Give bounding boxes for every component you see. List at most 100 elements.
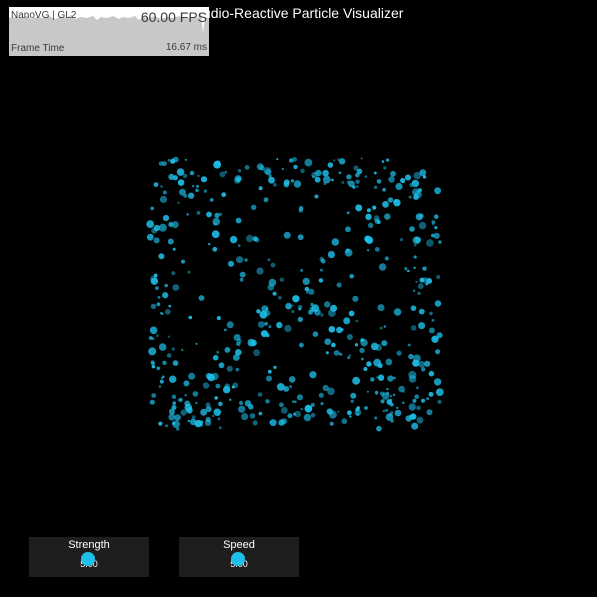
particle bbox=[215, 160, 221, 165]
particle bbox=[184, 158, 187, 161]
particle bbox=[181, 348, 184, 352]
particle bbox=[165, 309, 171, 315]
speed-slider-knob[interactable] bbox=[231, 552, 245, 566]
particle bbox=[422, 175, 427, 179]
particle bbox=[221, 192, 227, 198]
particle bbox=[325, 351, 329, 355]
particle bbox=[407, 269, 410, 273]
particle bbox=[426, 397, 430, 401]
particle bbox=[158, 385, 162, 388]
particle bbox=[253, 349, 260, 357]
particle bbox=[157, 296, 161, 299]
particle bbox=[171, 405, 177, 410]
particle bbox=[431, 319, 435, 322]
particle bbox=[348, 180, 355, 188]
particle bbox=[229, 398, 232, 401]
particle bbox=[314, 194, 319, 199]
particle bbox=[320, 268, 323, 272]
particle bbox=[408, 375, 417, 383]
particle bbox=[155, 286, 159, 290]
strength-slider-knob[interactable] bbox=[81, 552, 95, 566]
particle bbox=[324, 338, 332, 346]
particle bbox=[366, 361, 372, 367]
particle bbox=[197, 174, 200, 178]
particle bbox=[372, 205, 377, 210]
particle bbox=[310, 403, 315, 407]
particle bbox=[346, 211, 350, 215]
particle bbox=[352, 295, 359, 302]
particle bbox=[289, 158, 294, 163]
particle bbox=[346, 174, 352, 180]
particle bbox=[283, 386, 290, 392]
particle bbox=[418, 221, 427, 230]
particle bbox=[171, 271, 176, 276]
particle bbox=[376, 179, 382, 184]
particle bbox=[400, 177, 406, 184]
particle bbox=[431, 335, 439, 343]
particle bbox=[192, 185, 195, 188]
particle bbox=[183, 380, 190, 387]
particle bbox=[381, 160, 385, 163]
particle bbox=[148, 347, 157, 356]
particle bbox=[331, 238, 339, 246]
particle bbox=[294, 400, 297, 403]
particle bbox=[322, 169, 329, 177]
particle bbox=[272, 182, 277, 187]
particle bbox=[426, 409, 433, 416]
particle bbox=[298, 206, 304, 211]
particle bbox=[268, 174, 272, 178]
particle bbox=[146, 220, 155, 229]
particle bbox=[244, 258, 248, 262]
particle bbox=[226, 365, 233, 372]
particle bbox=[428, 391, 434, 397]
particle bbox=[180, 409, 187, 416]
particle bbox=[177, 201, 180, 204]
frame-time-label: Frame Time bbox=[11, 43, 65, 54]
particle bbox=[396, 406, 399, 409]
particle bbox=[276, 158, 279, 161]
particle bbox=[224, 347, 231, 353]
particle bbox=[214, 212, 220, 218]
particle bbox=[346, 334, 353, 340]
particle bbox=[413, 289, 416, 292]
particle bbox=[389, 395, 392, 398]
particle bbox=[195, 342, 198, 345]
particle bbox=[195, 401, 198, 405]
particle bbox=[249, 413, 256, 419]
particle bbox=[202, 382, 210, 389]
particle bbox=[341, 418, 348, 425]
particle bbox=[374, 171, 377, 175]
particle bbox=[203, 189, 208, 193]
particle bbox=[205, 406, 212, 413]
particle bbox=[312, 331, 319, 338]
particle bbox=[172, 420, 181, 428]
particle bbox=[320, 402, 324, 406]
particle bbox=[373, 215, 380, 221]
particle bbox=[159, 379, 164, 384]
particle bbox=[405, 415, 412, 422]
particle bbox=[278, 295, 282, 300]
particle bbox=[395, 182, 403, 191]
particle bbox=[156, 366, 161, 371]
particle bbox=[174, 414, 181, 421]
particle bbox=[204, 419, 212, 427]
particle bbox=[224, 383, 230, 389]
particle bbox=[382, 409, 386, 413]
particle bbox=[232, 354, 240, 361]
particle bbox=[172, 247, 176, 251]
particle bbox=[361, 357, 364, 361]
particle bbox=[235, 217, 242, 224]
particle bbox=[409, 226, 415, 232]
particle bbox=[292, 157, 298, 162]
particle bbox=[281, 168, 284, 171]
particle bbox=[212, 246, 218, 252]
particle bbox=[379, 326, 383, 330]
particle bbox=[268, 325, 272, 328]
particle bbox=[424, 360, 431, 367]
particle bbox=[353, 165, 359, 171]
particle bbox=[186, 213, 189, 216]
particle bbox=[234, 177, 241, 184]
speed-slider-panel: Speed 5.00 bbox=[179, 537, 299, 577]
particle bbox=[297, 316, 303, 322]
